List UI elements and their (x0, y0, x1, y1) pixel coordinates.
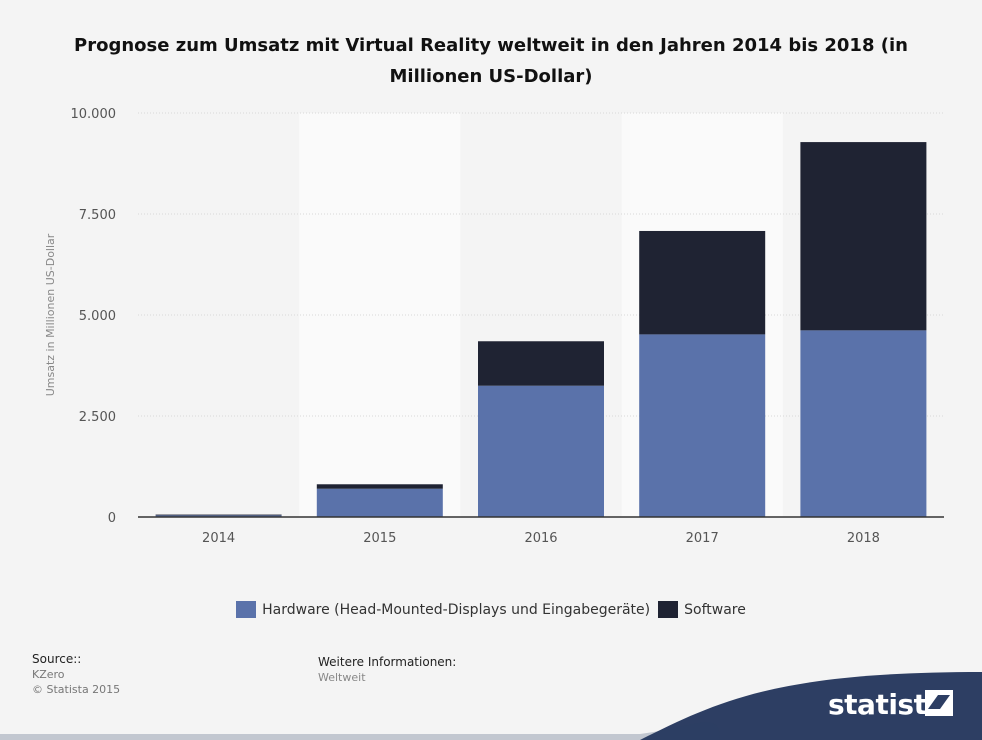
y-axis-title: Umsatz in Millionen US-Dollar (44, 233, 57, 396)
legend-swatch-software (658, 601, 679, 618)
bar-software-2018 (800, 142, 927, 331)
y-tick-label: 0 (108, 511, 116, 526)
bar-software-2015 (316, 484, 443, 489)
bar-hardware-2016 (478, 385, 604, 517)
footer-info: Weitere Informationen: Weltweit (318, 654, 456, 686)
legend-label-software: Software (684, 601, 746, 618)
info-heading: Weitere Informationen: (318, 655, 457, 669)
info-link[interactable]: Weltweit (318, 671, 366, 684)
statista-logo-icon (925, 690, 953, 716)
bar-software-2017 (639, 230, 766, 335)
x-tick-label: 2018 (847, 531, 880, 546)
legend-item-hardware[interactable]: Hardware (Head-Mounted-Displays und Eing… (236, 601, 650, 618)
footer-source: Source:: KZero © Statista 2015 (32, 652, 120, 697)
bar-software-2016 (478, 341, 604, 386)
copyright-text: © Statista 2015 (32, 683, 121, 696)
plot-band (299, 113, 461, 517)
y-tick-label: 10.000 (71, 107, 117, 122)
bar-hardware-2017 (639, 334, 766, 517)
legend-item-software[interactable]: Software (658, 601, 746, 618)
bar-hardware-2015 (316, 488, 443, 517)
bar-hardware-2014 (155, 515, 282, 517)
source-heading: Source:: (32, 652, 82, 666)
chart-title: Prognose zum Umsatz mit Virtual Reality … (74, 35, 908, 87)
y-tick-label: 5.000 (79, 309, 116, 324)
source-name: KZero (32, 668, 65, 681)
x-tick-label: 2017 (686, 531, 719, 546)
bar-software-2014 (155, 514, 282, 516)
y-tick-label: 2.500 (79, 410, 116, 425)
legend-label-hardware: Hardware (Head-Mounted-Displays und Eing… (262, 601, 651, 618)
legend-swatch-hardware (236, 601, 257, 618)
x-tick-label: 2014 (202, 531, 235, 546)
x-tick-label: 2016 (524, 531, 557, 546)
y-tick-label: 7.500 (79, 208, 116, 223)
bar-hardware-2018 (800, 330, 927, 517)
legend: Hardware (Head-Mounted-Displays und Eing… (0, 601, 982, 618)
x-tick-label: 2015 (363, 531, 396, 546)
